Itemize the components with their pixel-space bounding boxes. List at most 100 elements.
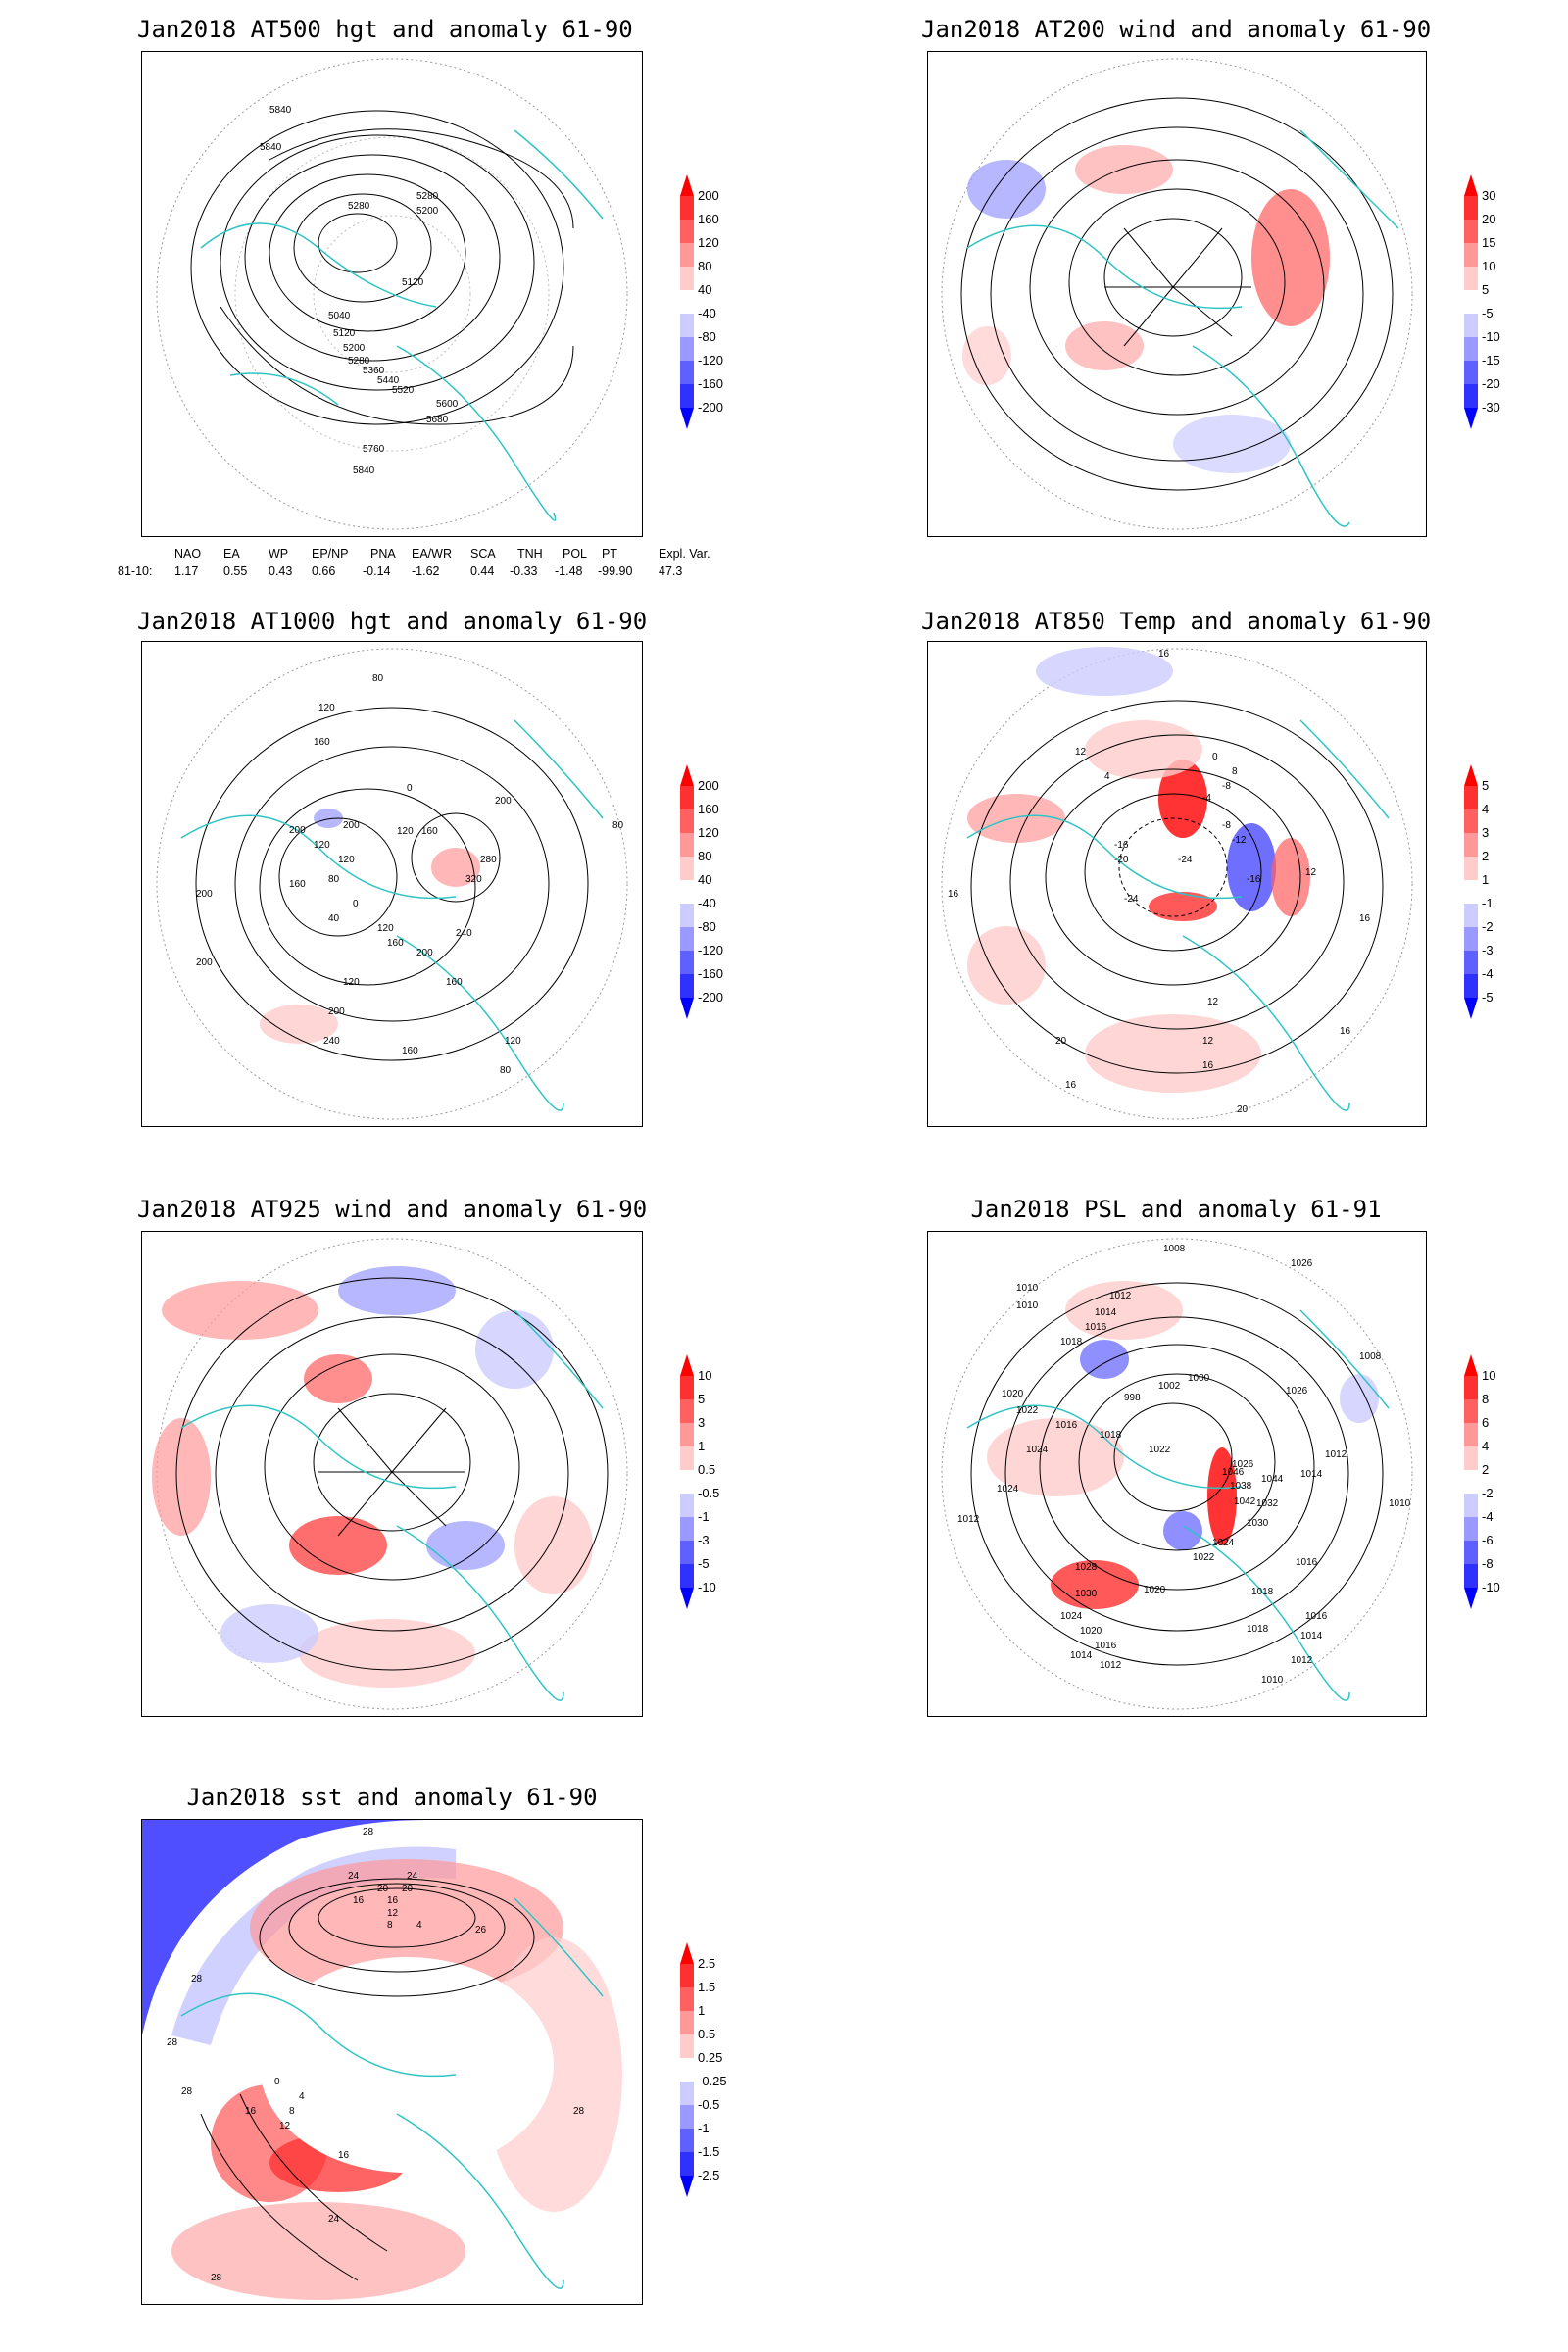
colorbar-tick-label: 2 [1482,1462,1489,1477]
colorbar-bin [1464,880,1478,904]
contour-label: -16 [1114,840,1129,851]
colorbar-bin [1464,384,1478,408]
contour-label: 28 [363,1827,374,1838]
contour-label: 4 [416,1920,422,1931]
colorbar-bin [1464,1470,1478,1494]
colorbar-bin [680,904,694,927]
colorbar-bin [1464,220,1478,243]
map-925wind-svg [152,1238,628,1710]
map-psl: 1008 1026 1010 1012 1014 1016 1018 1010 … [927,1231,1427,1717]
contour-label: 5200 [343,343,366,354]
index-header: SCA [470,547,496,561]
panel-title-850temp: Jan2018 AT850 Temp and anomaly 61-90 [921,608,1432,635]
colorbar-bin [680,1517,694,1541]
colorbar-tick-label: -0.5 [698,1486,719,1500]
colorbar-tick-label: -2 [1482,1486,1494,1500]
colorbar-tick-label: 10 [698,1368,711,1383]
contour-label: 1030 [1075,1589,1098,1599]
colorbar-bin [680,1399,694,1423]
colorbar-tick-label: -120 [698,943,723,957]
colorbar-925wind: 10 5 3 1 0.5 -0.5 -1 -3 -5 -10 [680,1354,719,1609]
colorbar-bin [680,1423,694,1446]
colorbar-psl: 10 8 6 4 2 -2 -4 -6 -8 -10 [1464,1354,1500,1609]
contour-label: 5680 [426,415,449,425]
contour-label: 1016 [1085,1322,1107,1333]
colorbar-bin [1464,267,1478,290]
contour-label: 0 [1212,752,1218,762]
contour-label: 1022 [1193,1552,1215,1563]
colorbar-tick-label: 0.5 [698,2027,715,2041]
colorbar-tick-label: 200 [698,188,719,203]
contour-label: 0 [407,783,413,794]
contour-label: 1046 [1222,1467,1245,1478]
contour-label: 1020 [1144,1585,1166,1595]
contour-label: 24 [328,2214,340,2225]
colorbar-bin [680,880,694,904]
contour-label: 200 [495,796,512,807]
colorbar-bin [680,2082,694,2105]
colorbar-bin [680,2011,694,2034]
colorbar-tick-label: -20 [1482,376,1500,391]
contour-label: 998 [1124,1393,1141,1403]
contour-label: 5280 [348,356,370,367]
colorbar-tick-label: -40 [698,306,716,320]
colorbar-bottom-triangle [680,408,694,429]
colorbar-tick-label: 30 [1482,188,1495,203]
contour-label: 5120 [402,277,424,288]
colorbar-tick-label: 0.5 [698,1462,715,1477]
contour-label: 1018 [1247,1624,1269,1635]
colorbar-200wind: 30 20 15 10 5 -5 -10 -15 -20 -30 [1464,174,1500,429]
contour-label: 120 [397,826,414,837]
contour-label: 24 [348,1871,360,1882]
colorbar-tick-label: -1 [1482,896,1494,910]
index-value: 0.66 [312,564,336,578]
colorbar-top-triangle [680,174,694,196]
colorbar-tick-label: -5 [1482,306,1494,320]
contour-label: 5760 [363,444,385,455]
colorbar-bin [680,2129,694,2152]
contour-label: 1012 [957,1514,980,1525]
colorbar-bin [1464,927,1478,951]
map-1000hgt: 80 120 160 200 0 120 160 200 280 320 200… [141,641,643,1127]
index-header: POL [563,547,588,561]
map-sst: 28 24 24 20 20 16 16 12 8 4 28 28 26 16 … [141,1819,643,2305]
colorbar-top-triangle [680,764,694,786]
contour-label: 120 [343,977,360,988]
colorbar-bin [680,314,694,337]
contour-label: 1008 [1163,1244,1186,1254]
colorbar-tick-label: -0.25 [698,2074,727,2088]
colorbar-sst: 2.5 1.5 1 0.5 0.25 -0.25 -0.5 -1 -1.5 -2.5 [680,1942,727,2197]
colorbar-bin [1464,361,1478,384]
colorbar-tick-label: -160 [698,966,723,981]
contour-label: 4 [299,2091,305,2102]
colorbar-tick-label: 120 [698,825,719,840]
colorbar-bin [1464,857,1478,880]
contour-label: 40 [328,913,340,924]
colorbar-tick-label: 5 [1482,778,1489,793]
colorbar-tick-label: -1.5 [698,2144,719,2159]
colorbar-tick-label: -1 [698,1509,710,1524]
contour-label: 1024 [1060,1611,1083,1622]
contour-label: 160 [421,826,438,837]
colorbar-top-triangle [1464,764,1478,786]
contour-label: 8 [387,1920,393,1931]
colorbar-tick-label: 40 [698,872,711,887]
contour-label: 1020 [1002,1389,1024,1399]
colorbar-bin [680,809,694,833]
colorbar-tick-label: 120 [698,235,719,250]
contour-label: 1026 [1286,1386,1308,1396]
contour-label: 0 [353,899,359,909]
contour-label: 1024 [1212,1538,1235,1548]
index-value: -99.90 [598,564,633,578]
contour-label: 8 [289,2106,295,2117]
colorbar-500hgt: 200 160 120 80 40 -40 -80 -120 -160 -200 [680,174,723,429]
contour-label: 1038 [1230,1481,1252,1492]
colorbar-tick-label: 2.5 [698,1956,715,1971]
colorbar-tick-label: 80 [698,849,711,863]
contour-label: -4 [1202,793,1211,804]
contour-label: 1014 [1070,1650,1093,1661]
colorbar-tick-label: 20 [1482,212,1495,226]
contour-label: 12 [279,2121,291,2132]
colorbar-bin [680,2105,694,2129]
colorbar-tick-label: -5 [1482,990,1494,1004]
